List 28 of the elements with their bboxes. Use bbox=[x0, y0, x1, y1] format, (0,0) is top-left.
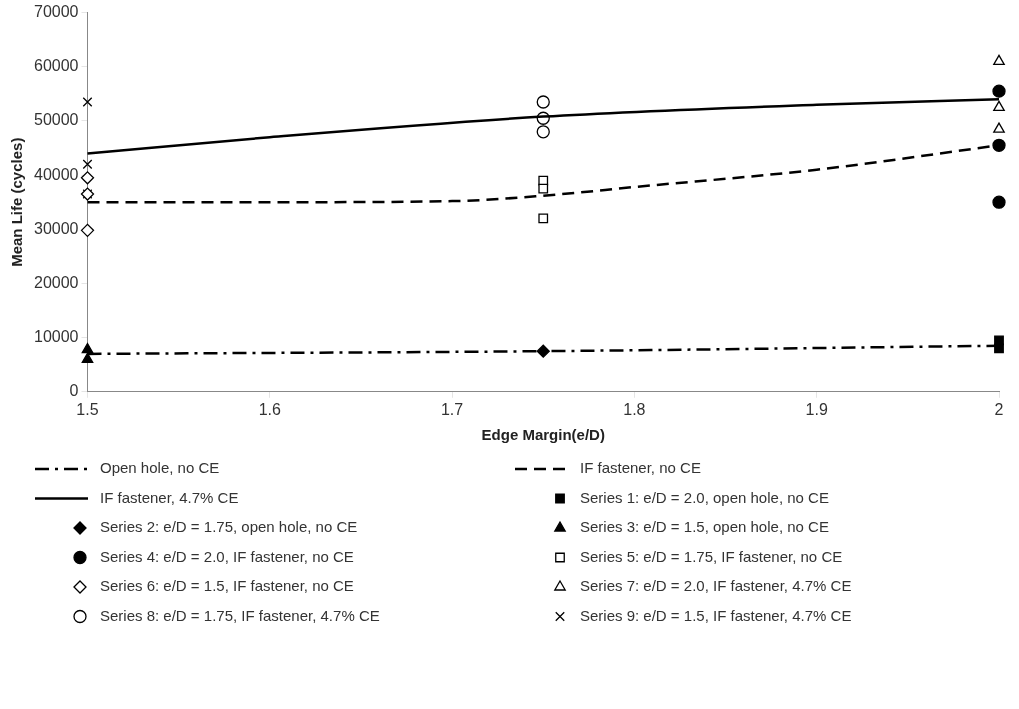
legend-label: Series 2: e/D = 1.75, open hole, no CE bbox=[100, 518, 358, 536]
legend-label: IF fastener, 4.7% CE bbox=[100, 488, 239, 506]
y-tick-label: 70000 bbox=[33, 3, 79, 21]
legend-label: Series 8: e/D = 1.75, IF fastener, 4.7% CE bbox=[100, 606, 380, 624]
legend-label: Series 4: e/D = 2.0, IF fastener, no CE bbox=[100, 547, 354, 565]
x-tick-label: 1.9 bbox=[805, 400, 828, 418]
legend-label: Open hole, no CE bbox=[100, 459, 220, 477]
y-tick-label: 20000 bbox=[33, 273, 79, 291]
y-tick-label: 10000 bbox=[33, 328, 79, 346]
x-tick-label: 1.6 bbox=[258, 400, 282, 418]
y-tick-label: 30000 bbox=[33, 219, 79, 237]
legend-label: Series 7: e/D = 2.0, IF fastener, 4.7% CE bbox=[580, 577, 852, 595]
y-tick-label: 50000 bbox=[33, 111, 79, 129]
y-axis-title: Mean Life (cycles) bbox=[8, 137, 26, 267]
legend-label: Series 6: e/D = 1.5, IF fastener, no CE bbox=[100, 577, 354, 595]
y-tick-label: 60000 bbox=[33, 57, 79, 75]
legend-label: Series 1: e/D = 2.0, open hole, no CE bbox=[580, 488, 829, 506]
legend-label: Series 3: e/D = 1.5, open hole, no CE bbox=[580, 518, 829, 536]
x-tick-label: 1.5 bbox=[76, 400, 99, 418]
x-axis-title: Edge Margin(e/D) bbox=[481, 426, 605, 444]
y-tick-label: 40000 bbox=[33, 165, 79, 183]
y-tick-label: 0 bbox=[69, 382, 79, 400]
legend-label: Series 9: e/D = 1.5, IF fastener, 4.7% CE bbox=[580, 606, 852, 624]
legend-label: IF fastener, no CE bbox=[580, 459, 701, 477]
x-tick-label: 1.8 bbox=[623, 400, 646, 418]
x-tick-label: 1.7 bbox=[440, 400, 464, 418]
x-tick-label: 2 bbox=[994, 400, 1004, 418]
legend-label: Series 5: e/D = 1.75, IF fastener, no CE bbox=[580, 547, 843, 565]
